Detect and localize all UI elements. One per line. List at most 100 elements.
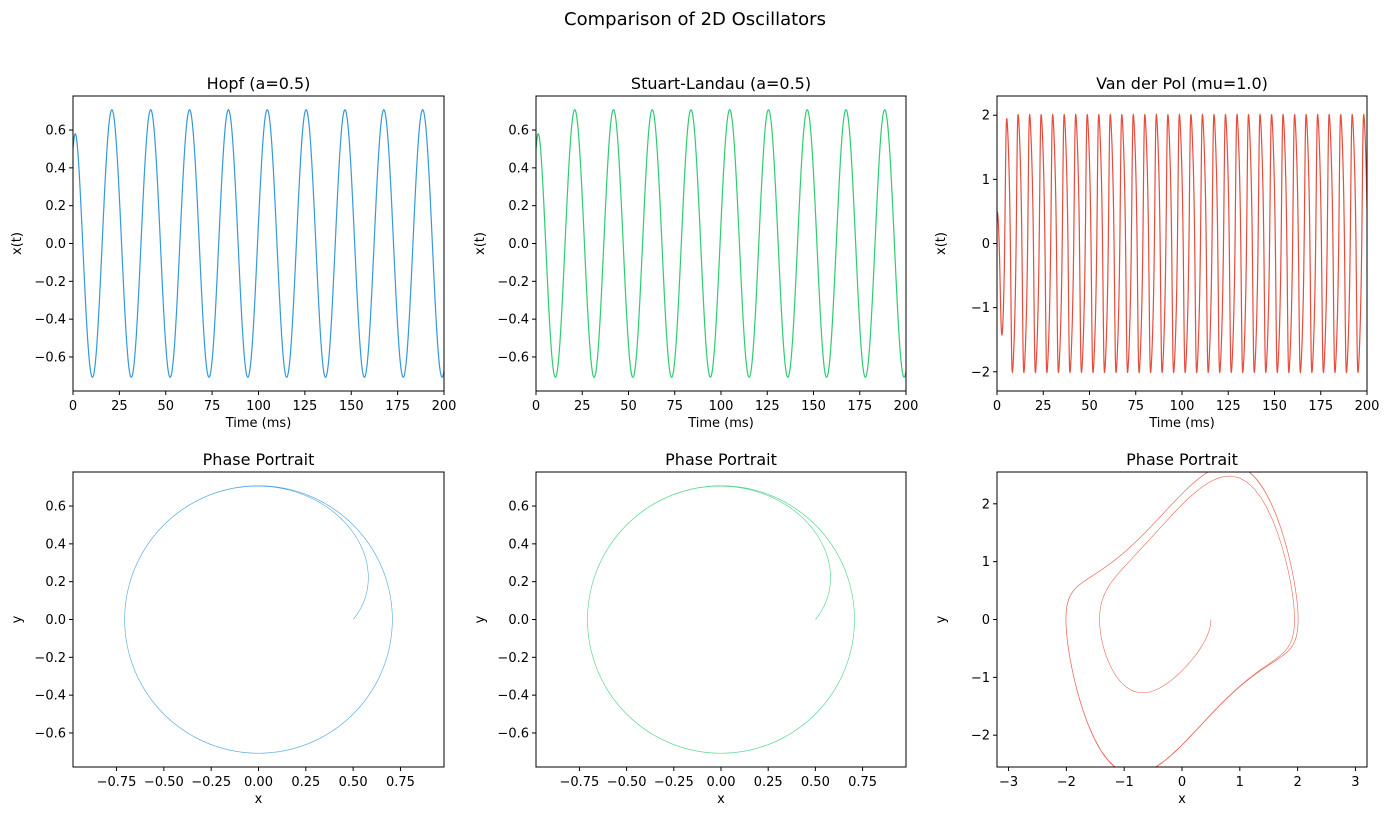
x-tick-label: 150 <box>339 399 364 414</box>
y-tick-label: −0.6 <box>34 726 66 741</box>
y-tick-label: 1 <box>982 555 990 570</box>
y-tick-label: −1 <box>971 671 990 686</box>
series-line-1 <box>536 109 906 378</box>
x-tick-label: 75 <box>1127 399 1144 414</box>
y-axis-label: y <box>473 615 488 623</box>
y-tick-label: 0 <box>982 613 990 628</box>
y-tick-label: −0.2 <box>497 275 529 290</box>
y-axis-label: x(t) <box>473 232 488 255</box>
y-tick-label: 0.0 <box>508 613 529 628</box>
y-tick-label: 0 <box>982 237 990 252</box>
y-axis-label: x(t) <box>934 232 949 255</box>
x-tick-label: 125 <box>1216 399 1241 414</box>
subplot-5: −0.75 −0.50 −0.25 0.00 0.25 0.50 0.75 −0.6 −0.4 −… <box>473 450 907 807</box>
x-tick-label: 50 <box>620 399 637 414</box>
subplot-title: Van der Pol (mu=1.0) <box>1096 74 1268 93</box>
x-tick-label: 3 <box>1351 775 1359 790</box>
y-tick-label: 1 <box>982 173 990 188</box>
x-tick-label: 200 <box>894 399 919 414</box>
y-tick-label: 0.2 <box>508 575 529 590</box>
x-tick-label: 0.25 <box>754 775 783 790</box>
subplot-title: Phase Portrait <box>203 450 315 469</box>
y-tick-label: 0.0 <box>45 237 66 252</box>
x-tick-label: 150 <box>1262 399 1287 414</box>
x-axis-label: x <box>717 792 725 807</box>
x-tick-label: 100 <box>246 399 271 414</box>
x-tick-label: 50 <box>1081 399 1098 414</box>
y-tick-label: 0.2 <box>45 199 66 214</box>
y-tick-label: −2 <box>971 365 990 380</box>
subplot-title: Phase Portrait <box>1126 450 1238 469</box>
x-tick-label: 100 <box>709 399 734 414</box>
x-tick-label: −0.25 <box>654 775 694 790</box>
axes-frame <box>996 471 1368 768</box>
x-tick-label: 0 <box>1178 775 1186 790</box>
y-tick-label: −0.2 <box>34 651 66 666</box>
x-tick-label: 125 <box>292 399 317 414</box>
y-tick-label: 0.4 <box>45 161 66 176</box>
x-tick-label: −1 <box>1115 775 1134 790</box>
x-tick-label: −0.50 <box>607 775 647 790</box>
y-tick-label: 0.4 <box>508 537 529 552</box>
y-tick-label: 0.6 <box>508 124 529 139</box>
subplot-3: 0 25 50 75 100 125 150 175 200 −2 −1 0 1 2 Van der Pol… <box>934 74 1379 431</box>
y-tick-label: −0.4 <box>34 689 66 704</box>
x-tick-label: 175 <box>385 399 410 414</box>
y-tick-label: −0.4 <box>34 313 66 328</box>
y-tick-label: −0.2 <box>34 275 66 290</box>
y-tick-label: 2 <box>982 109 990 124</box>
y-tick-label: 0.6 <box>45 500 66 515</box>
x-tick-label: 0 <box>532 399 540 414</box>
subplot-6: −3 −2 −1 0 1 2 3 −2 −1 0 1 2 Phase Portrait x y <box>934 450 1368 807</box>
x-tick-label: −0.25 <box>191 775 231 790</box>
subplot-2: 0 25 50 75 100 125 150 175 200 −0.6 −0.4 −0.2 0.0 0.2… <box>473 74 918 431</box>
x-tick-label: 0.00 <box>707 775 736 790</box>
x-tick-label: 150 <box>801 399 826 414</box>
x-tick-label: −0.75 <box>97 775 137 790</box>
x-tick-label: 0.50 <box>339 775 368 790</box>
x-tick-label: 200 <box>432 399 457 414</box>
x-tick-label: 75 <box>204 399 221 414</box>
y-axis-label: y <box>934 615 949 623</box>
figure-title: Comparison of 2D Oscillators <box>564 9 826 30</box>
y-tick-label: 0.4 <box>45 537 66 552</box>
x-tick-label: 25 <box>574 399 591 414</box>
x-tick-label: 200 <box>1355 399 1380 414</box>
x-tick-label: 0 <box>69 399 77 414</box>
phase-trajectory-1 <box>587 485 855 754</box>
x-tick-label: 0.25 <box>291 775 320 790</box>
x-tick-label: 175 <box>847 399 872 414</box>
y-tick-label: −1 <box>971 301 990 316</box>
x-tick-label: −3 <box>999 775 1018 790</box>
x-tick-label: 125 <box>755 399 780 414</box>
y-tick-label: 0.2 <box>508 199 529 214</box>
y-tick-label: −0.2 <box>497 651 529 666</box>
y-axis-label: x(t) <box>10 232 25 255</box>
series-line-1 <box>997 113 1367 374</box>
subplot-4: −0.75 −0.50 −0.25 0.00 0.25 0.50 0.75 −0.6 −0.4 −… <box>10 450 445 807</box>
x-axis-label: x <box>255 792 263 807</box>
y-tick-label: −2 <box>971 729 990 744</box>
x-tick-label: 0.75 <box>386 775 415 790</box>
x-tick-label: −0.75 <box>559 775 599 790</box>
y-tick-label: 0.0 <box>508 237 529 252</box>
subplot-title: Phase Portrait <box>665 450 777 469</box>
phase-trajectory-1 <box>124 485 393 754</box>
x-tick-label: −2 <box>1057 775 1076 790</box>
axes-frame <box>535 471 907 768</box>
y-tick-label: −0.6 <box>497 350 529 365</box>
axes-frame <box>72 471 445 768</box>
x-tick-label: 2 <box>1293 775 1301 790</box>
y-tick-label: 0.2 <box>45 575 66 590</box>
x-axis-label: Time (ms) <box>225 416 292 431</box>
x-tick-label: 0.75 <box>848 775 877 790</box>
x-tick-label: 50 <box>157 399 174 414</box>
subplot-title: Stuart-Landau (a=0.5) <box>631 74 811 93</box>
y-tick-label: 0.0 <box>45 613 66 628</box>
subplot-title: Hopf (a=0.5) <box>207 74 311 93</box>
x-tick-label: 0.00 <box>244 775 273 790</box>
x-tick-label: 0.50 <box>801 775 830 790</box>
x-axis-label: x <box>1178 792 1186 807</box>
x-tick-label: 0 <box>993 399 1001 414</box>
y-tick-label: −0.4 <box>497 313 529 328</box>
